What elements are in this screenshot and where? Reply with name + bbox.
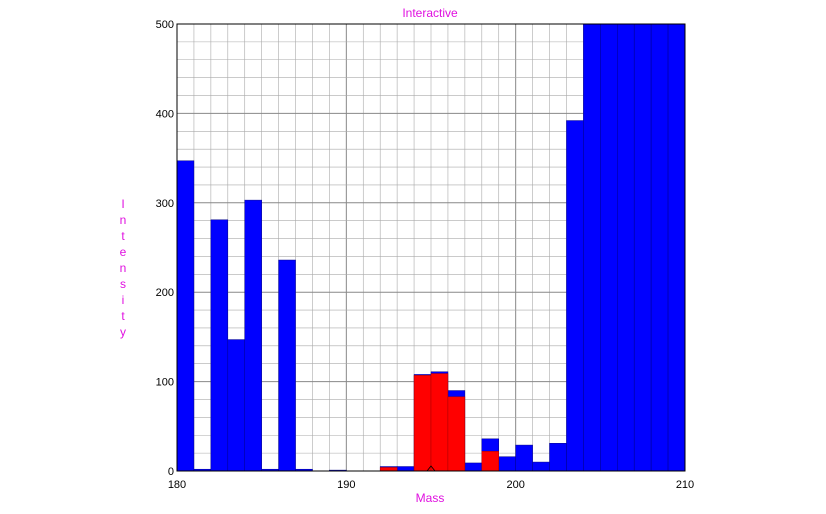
x-axis-label: Mass <box>416 491 445 505</box>
bar-red <box>447 396 466 472</box>
y-tick-label: 300 <box>156 198 174 210</box>
bar-blue <box>667 23 686 472</box>
x-tick-label: 200 <box>506 479 524 491</box>
y-axis-label-letter: n <box>120 261 127 275</box>
bar-red <box>379 467 398 472</box>
y-tick-label: 400 <box>156 108 174 120</box>
bar-red <box>481 451 499 472</box>
x-tick-labels: 180 190 200 210 <box>168 479 694 491</box>
bar-red <box>413 375 432 472</box>
bar-blue <box>566 120 584 472</box>
y-tick-label: 100 <box>156 377 174 389</box>
plot-frame <box>176 23 686 472</box>
bar-blue <box>396 466 415 472</box>
bar-red <box>430 373 449 472</box>
bar-blue <box>210 219 229 472</box>
bar-blue <box>617 23 635 472</box>
bar-blue <box>633 23 652 472</box>
chart-title: Interactive <box>402 6 458 20</box>
bar-blue <box>278 259 296 472</box>
y-axis-label-letter: s <box>120 277 126 291</box>
bar-blue <box>464 462 483 472</box>
bar-blue <box>498 456 516 472</box>
x-tick-label: 180 <box>168 479 186 491</box>
y-tick-label: 500 <box>156 19 174 31</box>
y-axis-label-letter: e <box>120 245 127 259</box>
y-axis-label-letter: t <box>121 229 125 243</box>
bar-blue <box>176 160 195 472</box>
y-tick-label: 0 <box>168 466 174 478</box>
x-tick-label: 210 <box>676 479 694 491</box>
bar-blue <box>600 23 618 472</box>
y-axis-label-letter: t <box>121 309 125 323</box>
bar-blue <box>549 443 567 472</box>
y-axis-label-letter: n <box>120 213 127 227</box>
y-axis-label-letter: i <box>122 293 125 307</box>
y-axis-label-letter: I <box>121 197 124 211</box>
bar-blue <box>515 444 533 472</box>
x-tick-label: 190 <box>337 479 355 491</box>
y-axis-label-letter: y <box>120 325 126 339</box>
bar-blue <box>244 199 262 472</box>
bar-blue <box>650 23 669 472</box>
bar-blue <box>532 461 550 472</box>
bar-blue <box>227 339 245 472</box>
bar-blue <box>583 23 601 472</box>
y-tick-labels: 0 100 200 300 400 500 <box>156 19 174 478</box>
y-tick-label: 200 <box>156 287 174 299</box>
